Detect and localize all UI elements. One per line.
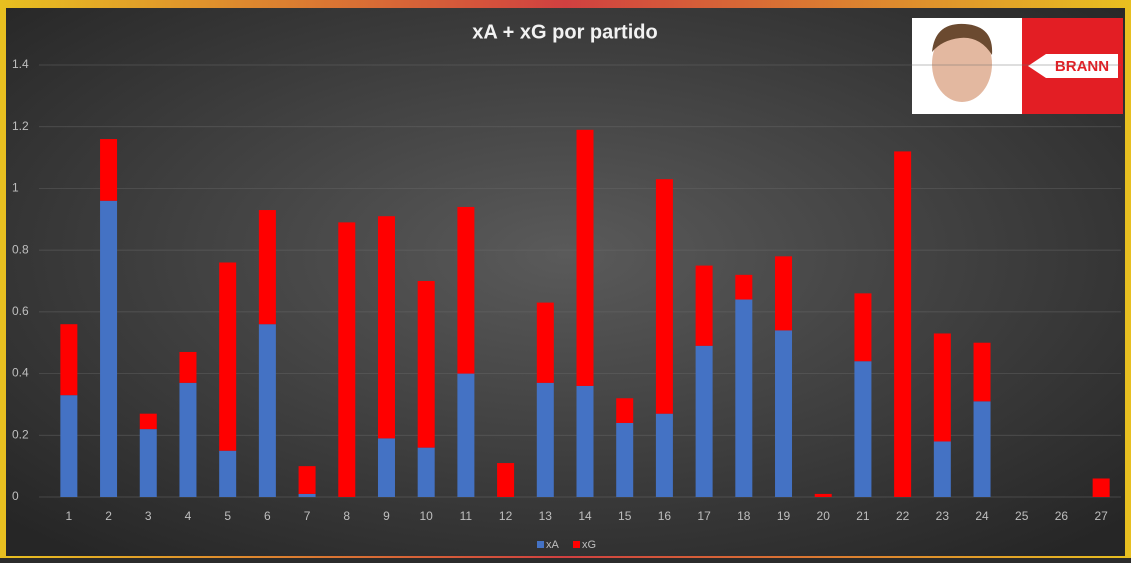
x-tick-label: 15 <box>618 509 632 523</box>
x-tick-label: 5 <box>224 509 231 523</box>
bar-segment <box>735 274 753 300</box>
bar-segment <box>298 466 316 494</box>
legend-label: xG <box>582 539 596 551</box>
bar-segment <box>417 281 435 448</box>
chart-title: xA + xG por partido <box>472 21 657 43</box>
x-tick-label: 17 <box>697 509 711 523</box>
bar-segment <box>457 373 475 497</box>
bar-segment <box>536 382 554 497</box>
bar-segment <box>139 429 157 497</box>
x-tick-label: 25 <box>1015 509 1029 523</box>
y-tick-label: 0.8 <box>12 242 29 256</box>
bar-segment <box>973 401 991 497</box>
bar-segment <box>179 382 197 497</box>
bar-segment <box>735 299 753 497</box>
x-tick-label: 4 <box>185 509 192 523</box>
x-tick-label: 27 <box>1094 509 1108 523</box>
x-tick-label: 16 <box>658 509 672 523</box>
bar-segment <box>616 398 634 423</box>
x-tick-label: 19 <box>777 509 791 523</box>
bar-segment <box>298 493 316 497</box>
x-tick-label: 22 <box>896 509 910 523</box>
x-tick-label: 9 <box>383 509 390 523</box>
x-tick-label: 1 <box>66 509 73 523</box>
legend-swatch <box>537 541 544 548</box>
x-tick-label: 8 <box>343 509 350 523</box>
y-tick-label: 1.4 <box>12 57 29 71</box>
y-tick-label: 1.2 <box>12 119 29 133</box>
logo-banner <box>1028 54 1118 78</box>
x-tick-label: 7 <box>304 509 311 523</box>
x-tick-label: 6 <box>264 509 271 523</box>
y-tick-label: 1 <box>12 181 19 195</box>
x-tick-label: 26 <box>1055 509 1069 523</box>
bar-segment <box>338 222 356 497</box>
bar-segment <box>814 493 832 497</box>
x-tick-label: 24 <box>975 509 989 523</box>
x-tick-label: 3 <box>145 509 152 523</box>
bar-segment <box>258 324 276 497</box>
x-tick-label: 18 <box>737 509 751 523</box>
bar-segment <box>417 447 435 497</box>
x-tick-label: 21 <box>856 509 870 523</box>
bar-segment <box>377 216 395 439</box>
bar-segment <box>775 330 793 497</box>
bar-segment <box>933 441 951 497</box>
bar-segment <box>100 200 118 497</box>
x-tick-label: 12 <box>499 509 513 523</box>
x-tick-label: 20 <box>817 509 831 523</box>
x-tick-label: 2 <box>105 509 112 523</box>
x-tick-label: 11 <box>460 509 473 523</box>
x-tick-label: 13 <box>539 509 553 523</box>
y-tick-label: 0.4 <box>12 366 29 380</box>
bar-segment <box>695 345 713 497</box>
bar-segment <box>1092 478 1110 497</box>
legend-label: xA <box>546 539 560 551</box>
bar-segment <box>60 395 78 497</box>
y-tick-label: 0.6 <box>12 304 29 318</box>
bar-segment <box>179 351 197 383</box>
x-tick-label: 14 <box>578 509 592 523</box>
bar-segment <box>894 151 912 497</box>
bar-segment <box>377 438 395 497</box>
bar-segment <box>854 361 872 497</box>
bar-segment <box>933 333 951 442</box>
bar-segment <box>536 302 554 383</box>
logo-text: BRANN <box>1055 58 1109 75</box>
bar-segment <box>100 139 118 201</box>
player-face <box>932 26 992 102</box>
x-tick-label: 23 <box>936 509 950 523</box>
bar-segment <box>497 463 515 497</box>
x-tick-label: 10 <box>420 509 434 523</box>
bar-segment <box>576 385 594 497</box>
bar-segment <box>695 265 713 346</box>
bar-segment <box>973 342 991 402</box>
bar-segment <box>775 256 793 331</box>
y-tick-label: 0.2 <box>12 427 29 441</box>
bar-segment <box>219 262 237 451</box>
bar-segment <box>219 450 237 497</box>
bar-segment <box>616 422 634 497</box>
bar-segment <box>655 179 673 414</box>
bar-segment <box>139 413 157 430</box>
bar-segment <box>576 129 594 386</box>
bar-segment <box>655 413 673 497</box>
bar-segment <box>258 210 276 325</box>
bar-segment <box>854 293 872 362</box>
bar-segment <box>457 206 475 374</box>
player-hair <box>932 23 993 55</box>
legend-swatch <box>573 541 580 548</box>
y-tick-label: 0 <box>12 489 19 503</box>
bar-segment <box>60 324 78 396</box>
player-badge: BRANN <box>912 18 1123 114</box>
